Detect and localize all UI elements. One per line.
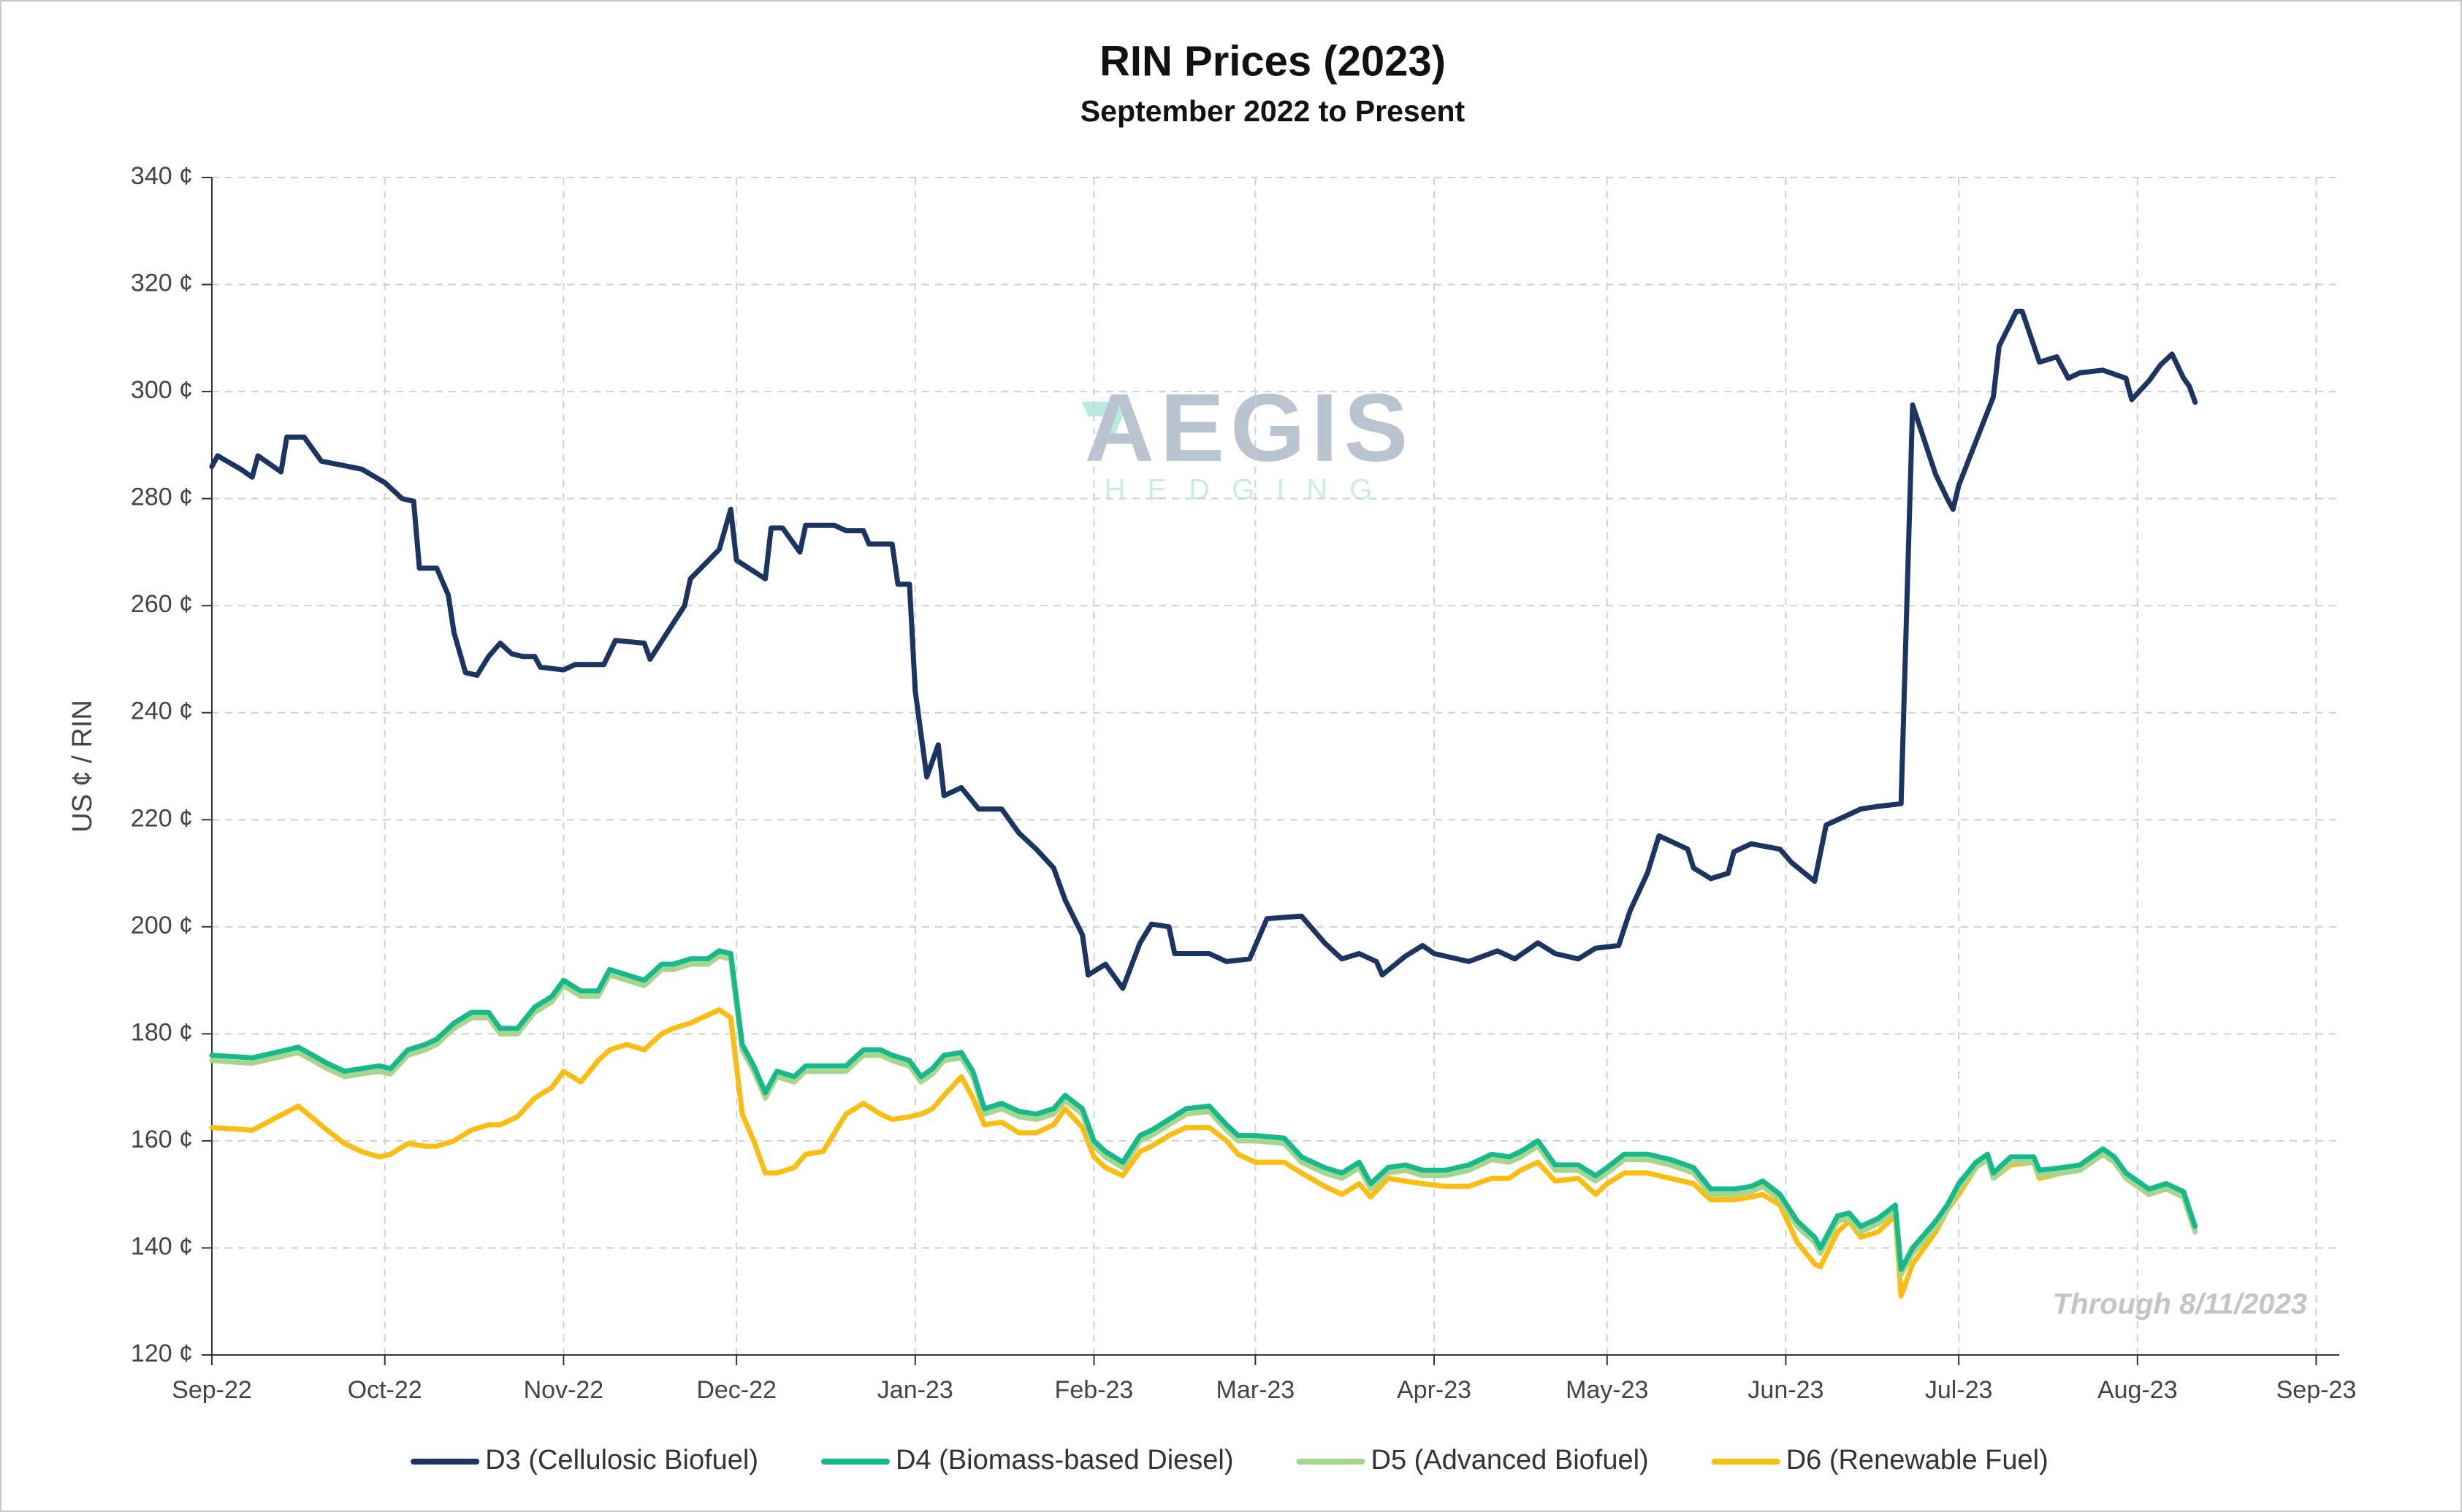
y-axis-label: US ¢ / RIN bbox=[67, 700, 98, 833]
lines bbox=[209, 308, 2198, 1299]
y-tick-label: 320 ¢ bbox=[131, 270, 193, 297]
annotation: Through 8/11/2023 bbox=[2053, 1288, 2307, 1321]
y-tick-label: 300 ¢ bbox=[131, 376, 193, 404]
chart-title: RIN Prices (2023) bbox=[1099, 37, 1446, 85]
y-tick-label: 160 ¢ bbox=[131, 1126, 193, 1153]
y-tick-label: 200 ¢ bbox=[131, 912, 193, 939]
legend-item: D3 (Cellulosic Biofuel) bbox=[411, 1445, 758, 1475]
y-tick-label: 260 ¢ bbox=[131, 590, 193, 618]
watermark: AEGIS HEDGING bbox=[1081, 374, 1414, 506]
legend-item: D4 (Biomass-based Diesel) bbox=[821, 1445, 1234, 1475]
axes: 120 ¢ 140 ¢ 160 ¢ 180 ¢ 200 ¢ 220 ¢ 240 ¢ 260 ¢… bbox=[131, 162, 2356, 1404]
x-tick-label: Oct-22 bbox=[348, 1376, 422, 1404]
y-tick-label: 120 ¢ bbox=[131, 1340, 193, 1367]
legend: D3 (Cellulosic Biofuel) D4 (Biomass-based… bbox=[411, 1445, 2049, 1475]
y-tick-label: 340 ¢ bbox=[131, 162, 193, 190]
x-tick-label: May-23 bbox=[1566, 1376, 1648, 1404]
watermark-subtitle: HEDGING bbox=[1105, 474, 1395, 506]
legend-item: D5 (Advanced Biofuel) bbox=[1296, 1445, 1649, 1475]
x-tick-label: Jan-23 bbox=[877, 1376, 953, 1404]
x-tick-label: Jul-23 bbox=[1925, 1376, 1993, 1404]
y-tick-label: 180 ¢ bbox=[131, 1018, 193, 1046]
x-tick-label: Jun-23 bbox=[1748, 1376, 1823, 1404]
legend-label: D4 (Biomass-based Diesel) bbox=[896, 1445, 1234, 1475]
x-tick-label: Nov-22 bbox=[524, 1376, 604, 1404]
y-tick-label: 240 ¢ bbox=[131, 698, 193, 725]
legend-item: D6 (Renewable Fuel) bbox=[1711, 1445, 2049, 1475]
x-tick-label: Dec-22 bbox=[696, 1376, 777, 1404]
x-tick-label: Aug-23 bbox=[2097, 1376, 2178, 1404]
series-line bbox=[209, 948, 2198, 1272]
x-tick-label: Sep-22 bbox=[172, 1376, 252, 1404]
y-tick-label: 220 ¢ bbox=[131, 804, 193, 832]
legend-label: D5 (Advanced Biofuel) bbox=[1371, 1445, 1649, 1475]
x-tick-label: Mar-23 bbox=[1216, 1376, 1295, 1404]
watermark-logo: AEGIS bbox=[1085, 374, 1414, 481]
logo-mark bbox=[1081, 402, 1129, 437]
chart-subtitle: September 2022 to Present bbox=[1081, 94, 1466, 128]
x-tick-label: Sep-23 bbox=[2276, 1376, 2357, 1404]
legend-label: D6 (Renewable Fuel) bbox=[1786, 1445, 2049, 1475]
legend-label: D3 (Cellulosic Biofuel) bbox=[485, 1445, 758, 1475]
x-tick-label: Apr-23 bbox=[1397, 1376, 1471, 1404]
series-line bbox=[209, 308, 2198, 991]
y-tick-label: 280 ¢ bbox=[131, 484, 193, 511]
y-tick-label: 140 ¢ bbox=[131, 1232, 193, 1260]
x-tick-label: Feb-23 bbox=[1055, 1376, 1134, 1404]
